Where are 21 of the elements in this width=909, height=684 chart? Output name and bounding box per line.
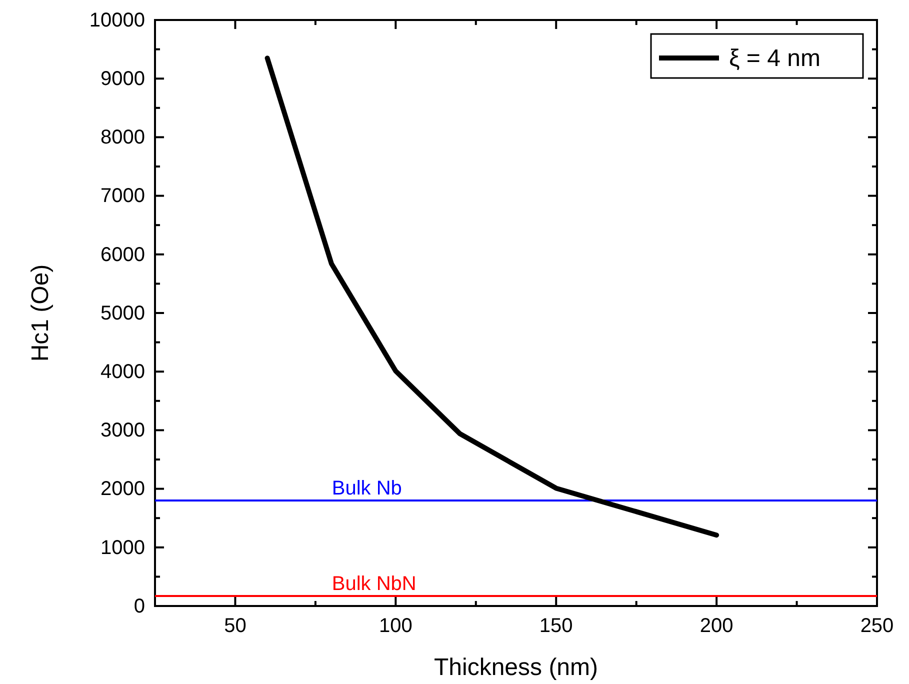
y-tick-label: 9000 (100, 68, 145, 90)
x-axis-title: Thickness (nm) (434, 654, 598, 681)
ref-line-label: Bulk NbN (332, 573, 416, 596)
y-tick-label: 3000 (100, 420, 145, 442)
y-axis-title: Hc1 (Oe) (27, 264, 54, 362)
y-tick-label: 10000 (89, 9, 145, 32)
x-tick-label: 100 (378, 615, 412, 638)
y-tick-label: 1000 (100, 536, 145, 559)
y-tick-label: 7000 (100, 185, 145, 208)
x-tick-label: 50 (224, 615, 246, 638)
x-tick-label: 200 (700, 615, 734, 638)
ref-line-label: Bulk Nb (332, 478, 402, 500)
y-tick-label: 6000 (100, 244, 145, 266)
x-tick-label: 150 (539, 615, 573, 638)
y-tick-label: 0 (134, 595, 145, 618)
y-tick-label: 2000 (100, 478, 145, 500)
x-tick-label: 250 (860, 615, 894, 638)
y-tick-label: 4000 (100, 361, 145, 383)
y-tick-label: 5000 (100, 302, 145, 324)
y-tick-label: 8000 (100, 126, 145, 149)
legend-label: ξ = 4 nm (729, 45, 820, 72)
